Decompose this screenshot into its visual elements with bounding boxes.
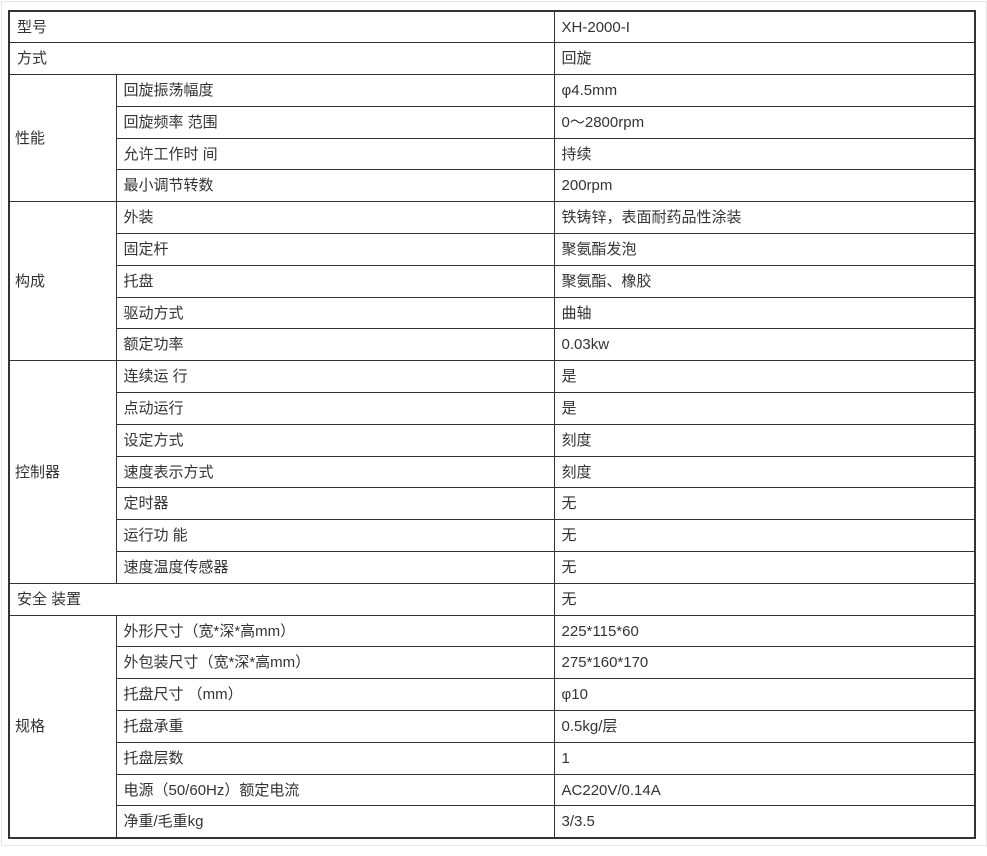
spec-value: φ4.5mm: [553, 74, 976, 107]
category-cell-specifications: 规格: [8, 614, 117, 839]
spec-value: 275*160*170: [553, 646, 976, 680]
spec-value-model: XH-2000-I: [553, 10, 976, 44]
spec-label: 点动运行: [115, 392, 555, 425]
spec-value: 225*115*60: [553, 614, 976, 648]
table-row: 固定杆 聚氨酯发泡: [9, 233, 976, 266]
table-row: 托盘承重 0.5kg/层: [9, 710, 976, 743]
table-row-model: 型号 XH-2000-I: [8, 10, 976, 44]
spec-label: 回旋频率 范围: [115, 105, 555, 139]
table-row: 规格 外形尺寸（宽*深*高mm） 225*115*60: [8, 614, 976, 839]
spec-value: 无: [553, 551, 976, 584]
table-row-safety: 安全 装置 无: [8, 582, 976, 616]
spec-label: 定时器: [115, 487, 555, 521]
product-spec-table: 型号 XH-2000-I 方式 回旋 性能 回旋振荡幅度 φ4.5mm 回旋频率…: [8, 10, 977, 839]
spec-value: 1: [553, 741, 976, 775]
spec-value: 200rpm: [553, 169, 976, 203]
table-row: 运行功 能 无: [9, 519, 976, 553]
table-row: 速度温度传感器 无: [9, 551, 976, 584]
spec-label: 运行功 能: [115, 519, 555, 553]
spec-label: 托盘层数: [115, 741, 555, 775]
table-row: 托盘 聚氨酯、橡胶: [9, 264, 976, 298]
spec-label: 托盘: [115, 264, 555, 298]
spec-value: 刻度: [553, 455, 976, 489]
spec-label: 速度温度传感器: [115, 551, 555, 584]
table-row: 速度表示方式 刻度: [9, 455, 976, 489]
spec-value-method: 回旋: [553, 42, 976, 76]
table-row: 额定功率 0.03kw: [9, 328, 976, 362]
spec-value: AC220V/0.14A: [553, 773, 976, 807]
table-row: 设定方式 刻度: [9, 423, 976, 457]
spec-value: 无: [553, 519, 976, 553]
table-row: 构成 外装 铁铸锌，表面耐药品性涂装: [8, 201, 976, 362]
spec-value: φ10: [553, 678, 976, 712]
spec-label: 回旋振荡幅度: [115, 74, 555, 107]
spec-label: 最小调节转数: [115, 169, 555, 203]
spec-label: 驱动方式: [115, 296, 555, 330]
table-row: 托盘层数 1: [9, 741, 976, 775]
category-cell-performance: 性能: [8, 74, 117, 203]
spec-label: 设定方式: [115, 423, 555, 457]
spec-label: 外形尺寸（宽*深*高mm）: [115, 614, 555, 648]
table-row: 外包装尺寸（宽*深*高mm） 275*160*170: [9, 646, 976, 680]
spec-label-method: 方式: [8, 42, 555, 76]
spec-label: 净重/毛重kg: [115, 805, 555, 839]
spec-label: 速度表示方式: [115, 455, 555, 489]
spec-label-safety: 安全 装置: [8, 582, 555, 616]
spec-label: 托盘尺寸 （mm）: [115, 678, 555, 712]
spec-value: 无: [553, 487, 976, 521]
spec-value: 是: [553, 360, 976, 394]
category-cell-composition: 构成: [8, 201, 117, 362]
spec-value: 是: [553, 392, 976, 425]
table-row: 控制器 连续运 行 是: [8, 360, 976, 584]
spec-label: 外包装尺寸（宽*深*高mm）: [115, 646, 555, 680]
spec-label-model: 型号: [8, 10, 555, 44]
table-row: 托盘尺寸 （mm） φ10: [9, 678, 976, 712]
spec-value-safety: 无: [553, 582, 976, 616]
spec-label: 外装: [115, 201, 555, 235]
spec-value: 0.5kg/层: [553, 710, 976, 743]
spec-label: 固定杆: [115, 233, 555, 266]
category-cell-controller: 控制器: [8, 360, 117, 584]
table-row-method: 方式 回旋: [8, 42, 976, 76]
spec-value: 3/3.5: [553, 805, 976, 839]
spec-value: 0～2800rpm: [553, 105, 976, 139]
spec-value: 聚氨酯发泡: [553, 233, 976, 266]
table-row: 点动运行 是: [9, 392, 976, 425]
spec-table-body: 型号 XH-2000-I 方式 回旋 性能 回旋振荡幅度 φ4.5mm 回旋频率…: [8, 10, 976, 839]
table-row: 净重/毛重kg 3/3.5: [9, 805, 976, 839]
spec-label: 额定功率: [115, 328, 555, 362]
spec-label: 电源（50/60Hz）额定电流: [115, 773, 555, 807]
spec-value: 聚氨酯、橡胶: [553, 264, 976, 298]
spec-value: 持续: [553, 137, 976, 171]
spec-label: 允许工作时 间: [115, 137, 555, 171]
table-row: 性能 回旋振荡幅度 φ4.5mm: [8, 74, 976, 203]
spec-value: 0.03kw: [553, 328, 976, 362]
table-row: 驱动方式 曲轴: [9, 296, 976, 330]
spec-label: 托盘承重: [115, 710, 555, 743]
table-row: 定时器 无: [9, 487, 976, 521]
spec-value: 刻度: [553, 423, 976, 457]
table-row: 允许工作时 间 持续: [9, 137, 976, 171]
table-row: 电源（50/60Hz）额定电流 AC220V/0.14A: [9, 773, 976, 807]
table-row: 最小调节转数 200rpm: [9, 169, 976, 203]
spec-value: 曲轴: [553, 296, 976, 330]
spec-value: 铁铸锌，表面耐药品性涂装: [553, 201, 976, 235]
spec-label: 连续运 行: [115, 360, 555, 394]
table-row: 回旋频率 范围 0～2800rpm: [9, 105, 976, 139]
